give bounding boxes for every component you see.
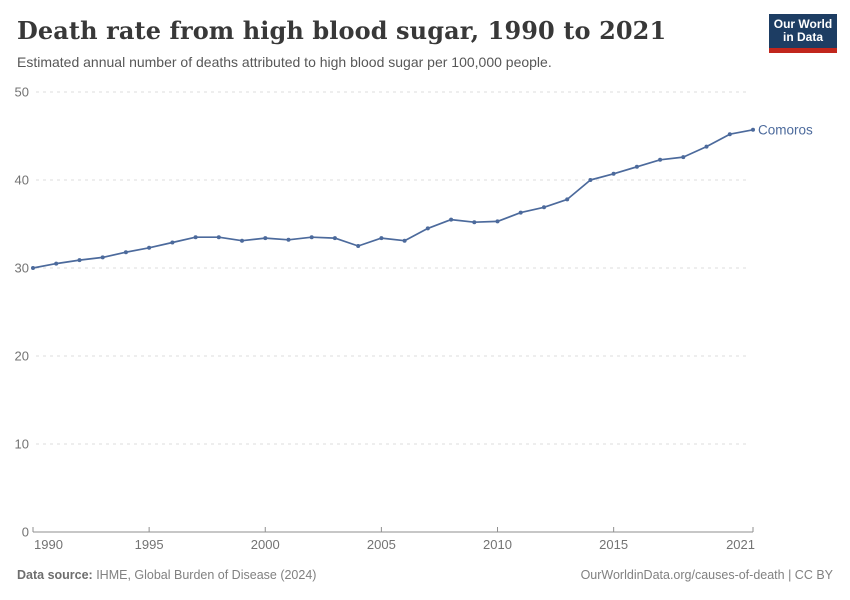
owid-logo-line2: in Data xyxy=(782,30,823,44)
comoros-point-1998[interactable] xyxy=(216,235,221,240)
comoros-point-2015[interactable] xyxy=(611,171,616,176)
comoros-point-2009[interactable] xyxy=(472,220,477,225)
comoros-point-2014[interactable] xyxy=(588,178,593,182)
comoros-point-2021[interactable] xyxy=(751,127,755,132)
comoros-point-2013[interactable] xyxy=(565,197,570,202)
x-tick-label-2010: 2010 xyxy=(483,537,512,552)
y-tick-label-50: 50 xyxy=(15,85,29,100)
comoros-point-1993[interactable] xyxy=(100,255,105,260)
comoros-point-1990[interactable] xyxy=(31,266,35,270)
x-tick-label-2005: 2005 xyxy=(367,537,396,552)
comoros-point-2004[interactable] xyxy=(356,244,361,248)
comoros-point-1999[interactable] xyxy=(240,238,244,243)
comoros-point-2003[interactable] xyxy=(332,236,337,241)
entity-label-comoros[interactable]: Comoros xyxy=(758,122,813,137)
comoros-point-2002[interactable] xyxy=(309,235,314,240)
footer-link[interactable]: OurWorldinData.org/causes-of-death | CC … xyxy=(580,568,833,582)
data-source-text: Data source: IHME, Global Burden of Dise… xyxy=(17,568,316,582)
comoros-point-2000[interactable] xyxy=(263,236,268,241)
x-tick-label-1995: 1995 xyxy=(135,537,164,552)
y-tick-label-0: 0 xyxy=(22,525,29,540)
comoros-point-2012[interactable] xyxy=(542,205,546,210)
comoros-point-2011[interactable] xyxy=(518,210,523,215)
y-tick-label-10: 10 xyxy=(15,437,29,452)
comoros-point-2005[interactable] xyxy=(379,236,384,241)
comoros-point-2007[interactable] xyxy=(425,226,430,231)
owid-logo[interactable]: Our World in Data xyxy=(769,14,837,53)
comoros-point-2016[interactable] xyxy=(634,164,639,169)
chart-title: Death rate from high blood sugar, 1990 t… xyxy=(17,16,667,45)
comoros-point-1991[interactable] xyxy=(54,261,59,266)
y-tick-label-20: 20 xyxy=(15,349,29,364)
x-tick-label-1990: 1990 xyxy=(34,537,63,552)
comoros-point-2006[interactable] xyxy=(402,238,407,243)
x-tick-label-2015: 2015 xyxy=(599,537,628,552)
comoros-point-2017[interactable] xyxy=(658,157,663,162)
comoros-point-2008[interactable] xyxy=(449,217,454,222)
comoros-point-1994[interactable] xyxy=(123,250,128,255)
comoros-point-1996[interactable] xyxy=(170,240,175,245)
owid-logo-line1: Our World xyxy=(773,17,833,31)
chart-footer: Data source: IHME, Global Burden of Dise… xyxy=(17,568,833,582)
data-source-label: Data source: xyxy=(17,568,93,582)
comoros-point-2020[interactable] xyxy=(727,132,732,137)
comoros-point-1992[interactable] xyxy=(77,258,82,263)
comoros-point-1997[interactable] xyxy=(193,235,198,240)
comoros-line[interactable] xyxy=(32,128,754,269)
comoros-point-2019[interactable] xyxy=(704,144,709,149)
data-source-value: IHME, Global Burden of Disease (2024) xyxy=(92,568,317,582)
x-tick-label-2000: 2000 xyxy=(251,537,280,552)
y-tick-label-30: 30 xyxy=(15,261,29,276)
comoros-point-1995[interactable] xyxy=(147,245,152,250)
chart-subtitle: Estimated annual number of deaths attrib… xyxy=(17,54,552,70)
comoros-point-2018[interactable] xyxy=(681,155,686,160)
y-tick-label-40: 40 xyxy=(15,173,29,188)
comoros-point-2001[interactable] xyxy=(286,237,291,242)
x-tick-label-2021: 2021 xyxy=(726,537,755,552)
comoros-point-2010[interactable] xyxy=(495,219,500,224)
